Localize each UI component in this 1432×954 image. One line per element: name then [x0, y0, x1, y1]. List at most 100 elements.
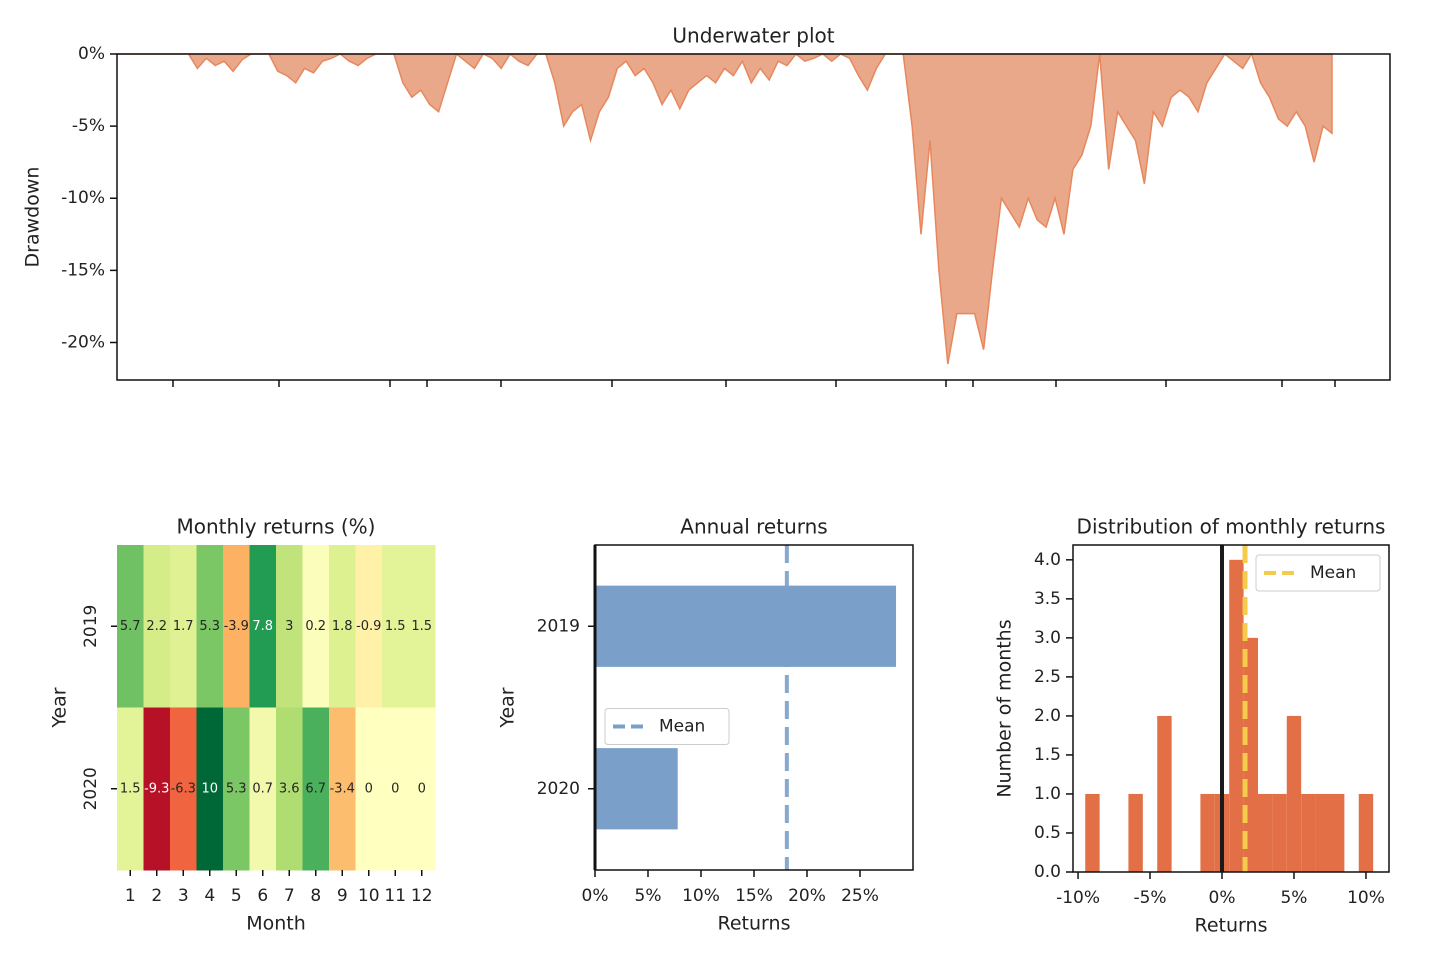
cell-label: -9.3 [144, 781, 169, 796]
x-tick-label: 6 [257, 886, 268, 906]
heatmap-cell [170, 545, 197, 708]
heatmap-cell [196, 545, 224, 708]
heatmap-cell [408, 707, 436, 871]
cell-label: 3.6 [279, 781, 300, 796]
y-tick-label: 2.0 [1034, 706, 1061, 726]
cell-label: 0 [365, 781, 373, 796]
y-axis-label: Number of months [994, 619, 1016, 797]
cell-label: 1.5 [411, 619, 432, 634]
cell-label: 5.3 [226, 781, 247, 796]
y-tick-label: 0.5 [1034, 823, 1061, 843]
y-tick-label: -5% [72, 116, 105, 136]
cell-label: 0.2 [305, 619, 326, 634]
legend-box [1255, 554, 1381, 592]
x-tick-label: 0% [582, 886, 609, 906]
y-axis-label: Year [49, 687, 71, 728]
chart-title: Annual returns [680, 515, 827, 539]
x-tick-label: 5% [1280, 888, 1307, 908]
cell-label: 7.8 [252, 619, 273, 634]
heatmap-cell [302, 707, 330, 871]
histogram-bar [1085, 793, 1100, 872]
x-tick-label: 15% [735, 886, 773, 906]
cell-label: 1.7 [173, 619, 194, 634]
x-axis-label: Month [246, 913, 306, 935]
histogram-bar [1272, 793, 1287, 872]
y-tick-label: 3.0 [1034, 628, 1061, 648]
cell-label: 0.7 [252, 781, 273, 796]
cell-label: 2.2 [146, 619, 167, 634]
y-tick-label: 2019 [81, 605, 101, 648]
axes-frame [1072, 544, 1390, 873]
axes-frame [116, 53, 1391, 381]
heatmap-cell [196, 707, 224, 871]
heatmap-cell [170, 707, 197, 871]
heatmap-cell [355, 707, 383, 871]
x-tick-label: 3 [178, 886, 189, 906]
y-tick-label: 2.5 [1034, 667, 1061, 687]
histogram-bar [1301, 793, 1316, 872]
y-tick-label: 2020 [537, 779, 580, 799]
cell-label: 10 [201, 781, 218, 796]
y-tick-label: -15% [61, 260, 105, 280]
histogram-bar [1128, 793, 1143, 872]
cell-label: -6.3 [171, 781, 196, 796]
x-tick-label: -10% [1056, 888, 1100, 908]
x-tick-label: 4 [204, 886, 215, 906]
heatmap-cell [329, 545, 356, 708]
y-tick-label: 2019 [537, 616, 580, 636]
heatmap-cell [117, 545, 144, 708]
histogram-bar [1315, 793, 1330, 872]
x-tick-label: 1 [125, 886, 136, 906]
heatmap-cell [276, 545, 303, 708]
cell-label: 5.3 [199, 619, 220, 634]
x-tick-label: 20% [788, 886, 826, 906]
heatmap-cell [117, 707, 144, 871]
y-axis-label: Drawdown [22, 167, 44, 268]
x-tick-label: 10% [1347, 888, 1385, 908]
histogram-bar [1329, 793, 1345, 872]
y-tick-label: 0% [78, 44, 105, 64]
bar [595, 585, 897, 667]
drawdown-area [117, 52, 1333, 365]
cell-label: 3 [285, 619, 293, 634]
x-tick-label: 0% [1209, 888, 1236, 908]
heatmap-cell [143, 545, 171, 708]
cell-label: 1.8 [332, 619, 353, 634]
y-tick-label: 0.0 [1034, 862, 1061, 882]
x-tick-label: 5% [635, 886, 662, 906]
cell-label: 6.7 [305, 781, 326, 796]
y-axis-label: Year [497, 687, 519, 728]
x-tick-label: 8 [310, 886, 321, 906]
x-tick-label: 5 [231, 886, 242, 906]
heatmap-cell [329, 707, 356, 871]
heatmap-cell [382, 707, 409, 871]
heatmap-cell [355, 545, 383, 708]
heatmap-cell [382, 545, 409, 708]
heatmap-cell [302, 545, 330, 708]
cell-label: 0 [418, 781, 426, 796]
chart-title: Underwater plot [672, 24, 834, 48]
heatmap-cell [223, 707, 250, 871]
y-tick-label: 1.0 [1034, 784, 1061, 804]
heatmap-cell [249, 545, 277, 708]
heatmap-cell [249, 707, 277, 871]
x-tick-label: -5% [1133, 888, 1166, 908]
cell-label: 5.7 [120, 619, 141, 634]
x-tick-label: 12 [411, 886, 433, 906]
x-axis-label: Returns [718, 913, 791, 935]
cell-label: -0.9 [356, 619, 381, 634]
heatmap-cell [276, 707, 303, 871]
x-tick-label: 7 [284, 886, 295, 906]
legend-label: Mean [1310, 563, 1356, 583]
x-axis-label: Returns [1195, 915, 1268, 937]
chart-title: Monthly returns (%) [177, 515, 376, 539]
x-tick-label: 2 [151, 886, 162, 906]
bar [595, 748, 678, 830]
y-tick-label: 1.5 [1034, 745, 1061, 765]
cell-label: 1.5 [120, 781, 141, 796]
histogram-bar [1200, 793, 1215, 872]
y-tick-label: -20% [61, 332, 105, 352]
heatmap-cell [143, 707, 171, 871]
